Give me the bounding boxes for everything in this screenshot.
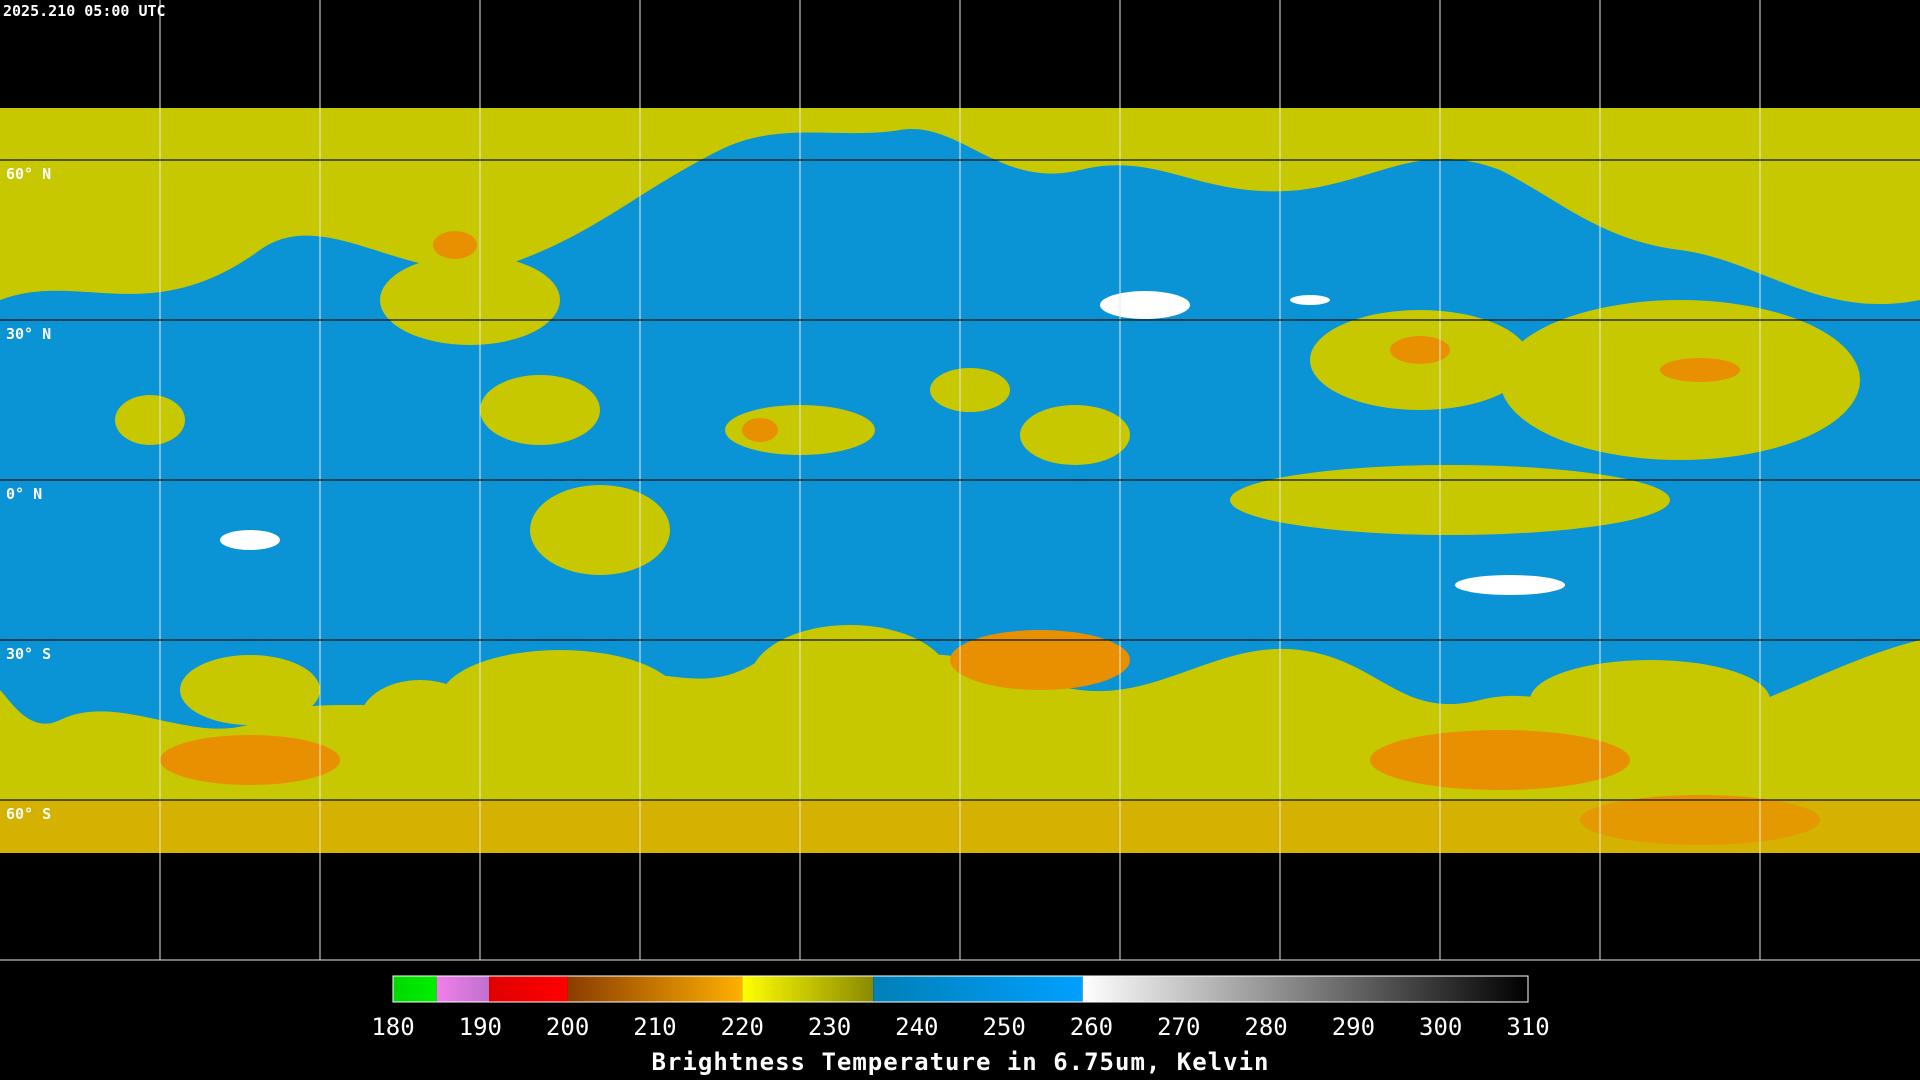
cold-tops	[160, 231, 1820, 845]
colorbar-segment	[436, 976, 490, 1002]
latitude-label: 30° N	[6, 325, 51, 343]
colorbar-tick-label: 260	[1070, 1013, 1113, 1041]
colorbar-segment	[489, 976, 568, 1002]
colorbar-tick-label: 230	[808, 1013, 851, 1041]
very-dry-patches	[220, 291, 1565, 595]
latitude-label: 60° S	[6, 805, 51, 823]
colorbar-tick-label: 210	[633, 1013, 676, 1041]
colorbar-segment	[567, 976, 743, 1002]
colorbar-title: Brightness Temperature in 6.75um, Kelvin	[652, 1048, 1270, 1076]
colorbar-tick-label: 220	[721, 1013, 764, 1041]
colorbar-tick-label: 240	[895, 1013, 938, 1041]
colorbar-segment	[1082, 976, 1528, 1002]
latitude-label: 0° N	[6, 485, 42, 503]
colorbar-segment	[873, 976, 1083, 1002]
graticule: 60° N 30° N 0° N 30° S 60° S	[0, 0, 1920, 961]
colorbar-segment	[393, 976, 437, 1002]
colorbar-tick-label: 270	[1157, 1013, 1200, 1041]
colorbar-frame	[392, 975, 1529, 1003]
colorbar-tick-label: 190	[459, 1013, 502, 1041]
latitude-label: 30° S	[6, 645, 51, 663]
colorbar-tick-label: 180	[371, 1013, 414, 1041]
timestamp: 2025.210 05:00 UTC	[3, 2, 166, 20]
colorbar-tick-label: 250	[982, 1013, 1025, 1041]
colorbar-tick-label: 200	[546, 1013, 589, 1041]
latitude-label: 60° N	[6, 165, 51, 183]
colorbar-tick-label: 290	[1332, 1013, 1375, 1041]
colorbar: 180 190 200 210 220 230 240 250 260 270 280 290 300 3…	[371, 975, 1550, 1076]
colorbar-tick-label: 280	[1244, 1013, 1287, 1041]
colorbar-segment	[742, 976, 874, 1002]
colorbar-tick-label: 310	[1506, 1013, 1549, 1041]
colorbar-tick-label: 300	[1419, 1013, 1462, 1041]
